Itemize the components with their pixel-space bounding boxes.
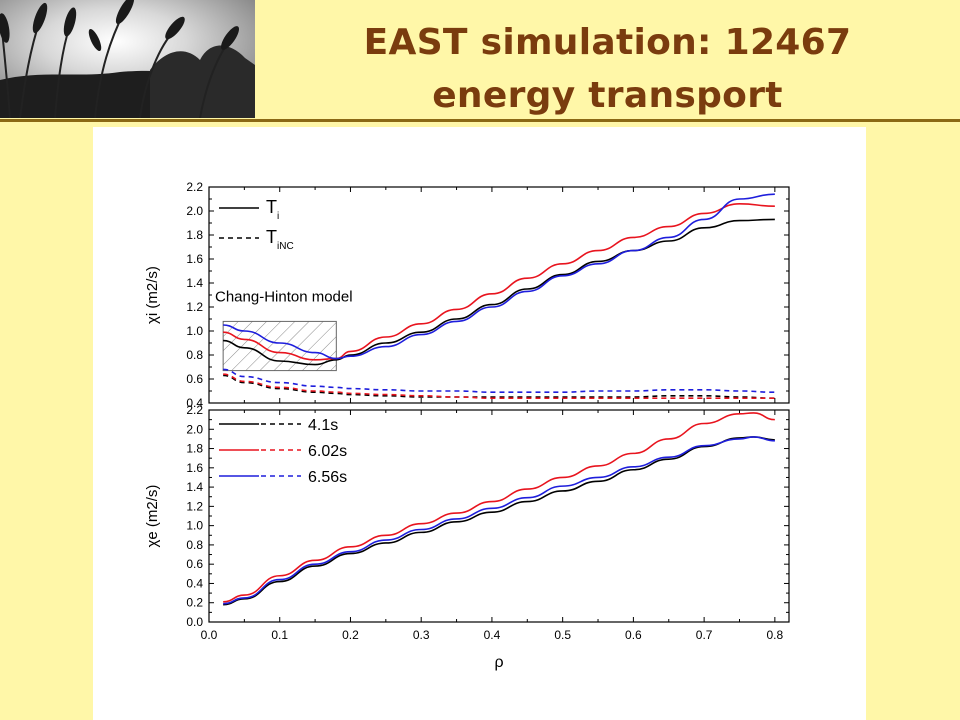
series-group-top xyxy=(223,193,775,400)
series-line-bottom-2 xyxy=(223,436,775,605)
series-line-top-4 xyxy=(223,373,775,400)
y-tick-label: 1.0 xyxy=(186,324,203,338)
legend-label-main: T xyxy=(266,197,277,217)
legend-label-1: 6.02s xyxy=(308,443,347,460)
y-axis-label-top: χi (m2/s) xyxy=(144,266,161,324)
x-tick-label: 0.6 xyxy=(625,628,642,642)
x-tick-label: 0.4 xyxy=(484,628,501,642)
x-tick-label: 0.7 xyxy=(696,628,713,642)
series-line-bottom-1 xyxy=(223,412,775,603)
series-line-top-5 xyxy=(223,368,775,394)
legend-label-0: Ti xyxy=(266,197,279,222)
y-tick-label: 1.4 xyxy=(186,480,203,494)
x-tick-label: 0.0 xyxy=(201,628,218,642)
x-tick-label: 0.3 xyxy=(413,628,430,642)
y-tick-label: 0.0 xyxy=(186,615,203,629)
y-tick-label: 1.2 xyxy=(186,499,203,513)
y-tick-label: 1.8 xyxy=(186,228,203,242)
y-tick-label: 1.0 xyxy=(186,519,203,533)
y-tick-label: 1.8 xyxy=(186,442,203,456)
y-tick-label: 0.2 xyxy=(186,596,203,610)
series-line-top-3 xyxy=(223,374,775,399)
y-tick-label: 0.4 xyxy=(186,576,203,590)
legend-label-main: T xyxy=(266,227,277,247)
legend-label-2: 6.56s xyxy=(308,469,347,486)
y-tick-label: 2.0 xyxy=(186,422,203,436)
y-tick-label: 1.6 xyxy=(186,252,203,266)
series-line-top-0 xyxy=(223,218,775,366)
transport-chart: 0.4 0.6 0.8 1.0 1.2 1.4 1.6 1.8 2.0 2.2 Chang-Hint… xyxy=(144,180,790,671)
slide-title-line-1: EAST simulation: 12467 xyxy=(363,22,852,63)
y-axis-label-bottom: χe (m2/s) xyxy=(144,485,161,548)
title-divider xyxy=(0,119,960,122)
legend-label-sub: iNC xyxy=(277,241,294,252)
y-tick-label: 0.6 xyxy=(186,372,203,386)
y-tick-label: 0.8 xyxy=(186,538,203,552)
y-tick-label: 2.0 xyxy=(186,204,203,218)
y-tick-label: 0.4 xyxy=(186,396,203,410)
axes-frame-bottom xyxy=(208,409,790,623)
plot-panel: 0.4 0.6 0.8 1.0 1.2 1.4 1.6 1.8 2.0 2.2 Chang-Hint… xyxy=(93,127,866,720)
y-tick-label: 0.8 xyxy=(186,348,203,362)
x-axis-label: ρ xyxy=(494,654,503,671)
series-line-top-1 xyxy=(223,202,775,361)
series-group-bottom xyxy=(223,412,775,606)
legend-label-1: TiNC xyxy=(266,227,294,252)
x-tick-label: 0.5 xyxy=(554,628,571,642)
y-tick-label: 0.6 xyxy=(186,557,203,571)
wheat-field-photo xyxy=(0,0,255,118)
series-line-top-2 xyxy=(223,193,775,360)
series-line-bottom-0 xyxy=(223,436,775,606)
y-tick-label: 2.2 xyxy=(186,403,203,417)
chang-hinton-label: Chang-Hinton model xyxy=(215,288,353,305)
x-tick-label: 0.2 xyxy=(342,628,359,642)
legend-label-0: 4.1s xyxy=(308,417,338,434)
y-tick-label: 2.2 xyxy=(186,180,203,194)
x-tick-label: 0.1 xyxy=(271,628,288,642)
y-tick-label: 1.4 xyxy=(186,276,203,290)
y-tick-label: 1.6 xyxy=(186,461,203,475)
slide-title-line-2: energy transport xyxy=(432,75,783,116)
legend-label-sub: i xyxy=(277,211,279,222)
y-tick-label: 1.2 xyxy=(186,300,203,314)
chang-hinton-region xyxy=(222,320,337,372)
x-tick-label: 0.8 xyxy=(767,628,784,642)
